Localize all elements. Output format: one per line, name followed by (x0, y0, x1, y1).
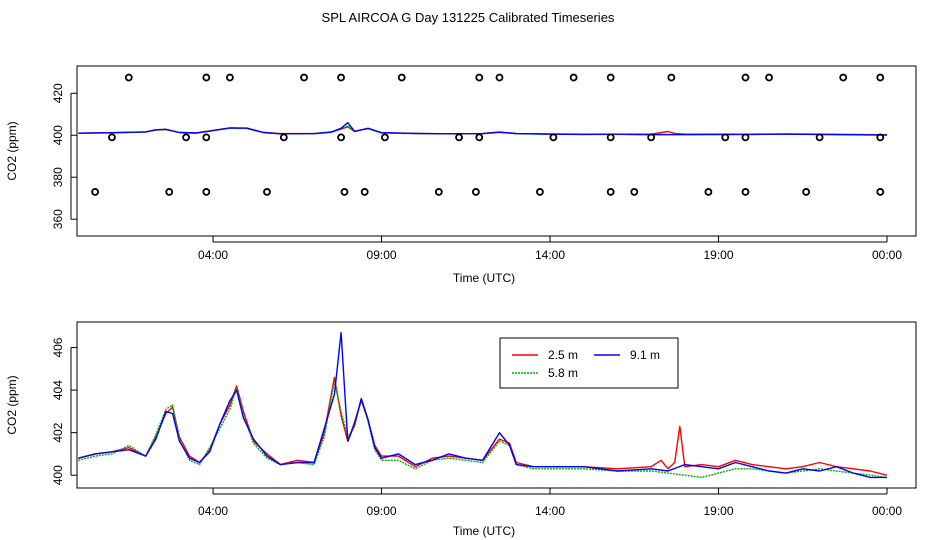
top-calibration-point (704, 188, 713, 196)
top-y-tick-label: 400 (51, 125, 65, 145)
top-calibration-point (225, 73, 234, 82)
bottom-x-tick-label: 19:00 (703, 504, 733, 518)
top-y-tick-label: 360 (51, 209, 65, 229)
bottom-series-s91-line (78, 331, 887, 479)
top-calibration-point (606, 188, 615, 196)
top-calibration-point (741, 73, 750, 82)
top-calibration-point (606, 73, 615, 82)
bottom-y-tick-label: 402 (51, 422, 65, 442)
top-series-s91-line (78, 121, 888, 136)
top-x-tick-label: 19:00 (703, 248, 733, 262)
top-calibration-point (606, 133, 615, 142)
top-calibration-point (765, 73, 773, 82)
top-x-tick-label: 04:00 (198, 248, 228, 262)
top-calibration-point (434, 188, 443, 196)
bottom-series-s58-line (78, 380, 888, 479)
top-calibration-point (647, 133, 656, 142)
bottom-y-axis-label: CO2 (ppm) (5, 375, 19, 434)
top-calibration-point (337, 133, 346, 142)
top-calibration-point (91, 188, 100, 196)
top-calibration-point (741, 188, 750, 196)
top-calibration-point (471, 188, 480, 196)
bottom-x-tick-label: 04:00 (198, 504, 228, 518)
top-calibration-point (876, 188, 885, 196)
top-calibration-point (381, 133, 389, 142)
top-x-tick-label: 14:00 (535, 248, 565, 262)
top-calibration-point (263, 188, 271, 196)
top-x-tick-label: 09:00 (367, 248, 397, 262)
top-calibration-point (300, 73, 308, 82)
top-calibration-point (202, 133, 211, 142)
top-calibration-point (495, 73, 504, 82)
top-calibration-point (569, 73, 578, 82)
top-calibration-point (455, 133, 463, 142)
top-calibration-point (279, 133, 288, 142)
bottom-plot-frame (76, 321, 917, 489)
legend-label-s91: 9.1 m (630, 348, 660, 362)
top-calibration-point (876, 73, 885, 82)
top-calibration-point (475, 73, 484, 82)
bottom-x-tick-label: 09:00 (367, 504, 397, 518)
top-y-tick-label: 380 (51, 167, 65, 187)
top-x-tick-label: 00:00 (872, 248, 902, 262)
top-calibration-point (549, 133, 558, 142)
figure-title: SPL AIRCOA G Day 131225 Calibrated Times… (322, 10, 615, 25)
top-calibration-point (340, 188, 349, 196)
top-calibration-point (337, 73, 346, 82)
top-calibration-point (360, 188, 369, 196)
bottom-x-tick-label: 00:00 (872, 504, 902, 518)
top-calibration-point (475, 133, 484, 142)
top-plot-frame (76, 65, 917, 237)
top-calibration-point (202, 188, 211, 196)
top-calibration-point (536, 188, 544, 196)
bottom-x-axis-label: Time (UTC) (453, 524, 515, 538)
top-y-axis-label: CO2 (ppm) (5, 121, 19, 180)
legend-label-s25: 2.5 m (548, 348, 578, 362)
top-calibration-point (108, 133, 116, 142)
bottom-x-tick-label: 14:00 (535, 504, 565, 518)
legend-box (499, 337, 679, 389)
bottom-y-tick-label: 406 (51, 337, 65, 357)
top-calibration-point (721, 133, 730, 142)
top-x-axis-label: Time (UTC) (453, 271, 515, 285)
top-calibration-point (182, 133, 190, 142)
top-calibration-point (667, 73, 676, 82)
top-calibration-point (124, 73, 133, 82)
top-calibration-point (741, 133, 750, 142)
top-calibration-point (802, 188, 811, 196)
bottom-y-tick-label: 404 (51, 380, 65, 400)
top-calibration-point (630, 188, 639, 196)
bottom-y-tick-label: 400 (51, 465, 65, 485)
top-calibration-point (876, 133, 885, 142)
top-calibration-point (165, 188, 174, 196)
top-calibration-point (397, 73, 406, 82)
legend-label-s58: 5.8 m (548, 366, 578, 380)
top-calibration-point (815, 133, 824, 142)
top-calibration-point (839, 73, 848, 82)
top-y-tick-label: 420 (51, 83, 65, 103)
top-calibration-point (202, 73, 211, 82)
